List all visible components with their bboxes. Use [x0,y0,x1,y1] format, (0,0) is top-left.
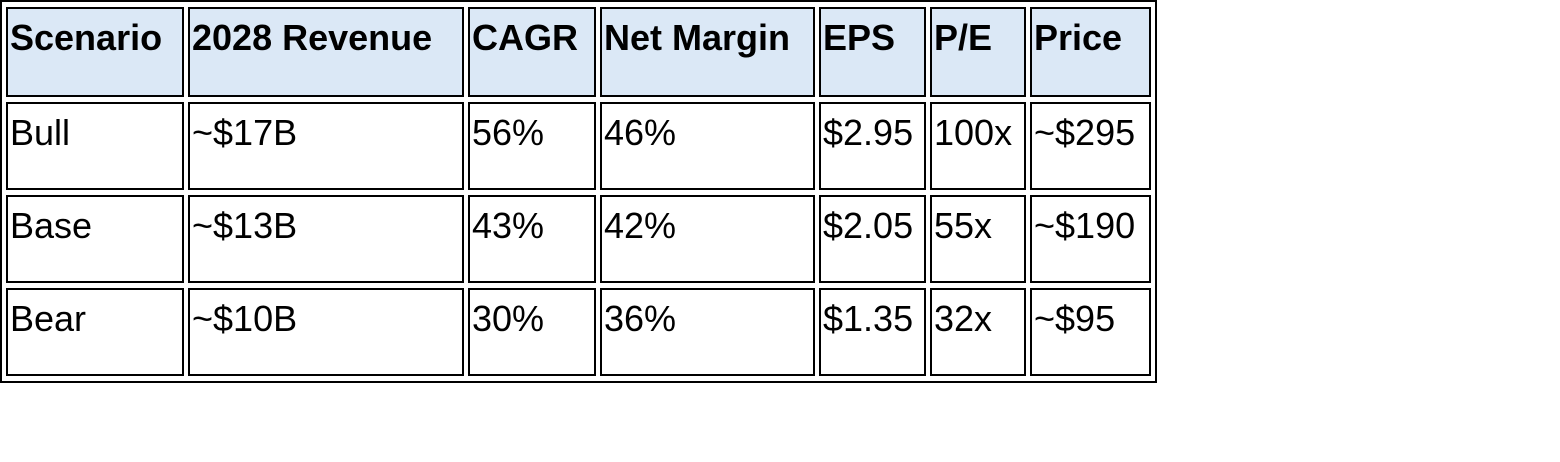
table-cell: $2.05 [819,195,926,283]
table-cell: ~$190 [1030,195,1151,283]
table-cell: 100x [930,102,1026,190]
table-cell: 43% [468,195,596,283]
table-body: Bull ~$17B 56% 46% $2.95 100x ~$295 Base ~$13B 43… [6,102,1151,376]
table-cell: $1.35 [819,288,926,376]
table-cell: ~$295 [1030,102,1151,190]
table-cell: 55x [930,195,1026,283]
scenario-table: Scenario 2028 Revenue CAGR Net Margin EPS P/E… [0,0,1157,383]
table-cell: Bear [6,288,184,376]
column-header: EPS [819,7,926,97]
header-row: Scenario 2028 Revenue CAGR Net Margin EPS P/E… [6,7,1151,97]
column-header: Price [1030,7,1151,97]
table-row: Bear ~$10B 30% 36% $1.35 32x ~$95 [6,288,1151,376]
table-cell: ~$10B [188,288,464,376]
table-cell: Bull [6,102,184,190]
column-header: Scenario [6,7,184,97]
table-cell: 56% [468,102,596,190]
table-cell: ~$95 [1030,288,1151,376]
column-header: CAGR [468,7,596,97]
table-cell: 36% [600,288,815,376]
table-cell: Base [6,195,184,283]
table-row: Base ~$13B 43% 42% $2.05 55x ~$190 [6,195,1151,283]
table-row: Bull ~$17B 56% 46% $2.95 100x ~$295 [6,102,1151,190]
table-cell: 42% [600,195,815,283]
table-cell: ~$17B [188,102,464,190]
table-cell: 30% [468,288,596,376]
column-header: 2028 Revenue [188,7,464,97]
table-cell: 46% [600,102,815,190]
table-cell: $2.95 [819,102,926,190]
column-header: Net Margin [600,7,815,97]
table-cell: 32x [930,288,1026,376]
table-cell: ~$13B [188,195,464,283]
column-header: P/E [930,7,1026,97]
